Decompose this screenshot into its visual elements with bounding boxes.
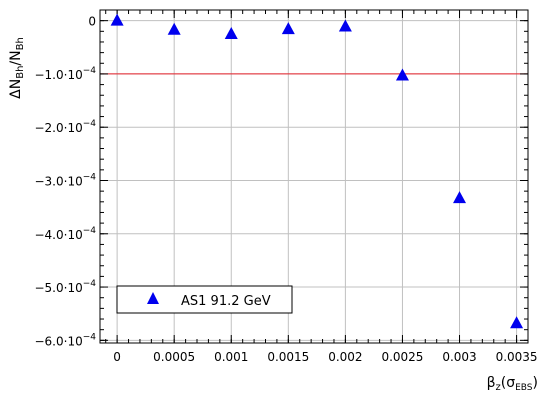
plot-frame xyxy=(99,9,529,344)
x-tick-label: 0.003 xyxy=(442,350,476,364)
x-tick-label: 0.0005 xyxy=(153,350,195,364)
data-point-triangle xyxy=(453,191,467,204)
y-tick-label: 0 xyxy=(88,15,96,29)
legend-marker-triangle-icon xyxy=(147,292,159,304)
y-tick-label: −3.0·10−4 xyxy=(34,172,96,188)
x-tick-label: 0 xyxy=(113,350,121,364)
data-point-triangle xyxy=(224,26,238,39)
data-point-triangle xyxy=(338,19,352,32)
y-tick-label: −5.0·10−4 xyxy=(34,279,96,295)
y-tick-label: −2.0·10−4 xyxy=(34,119,96,135)
data-points xyxy=(110,13,524,329)
legend-box xyxy=(116,285,293,314)
data-point-triangle xyxy=(167,22,181,35)
x-tick-label: 0.0015 xyxy=(267,350,309,364)
data-point-triangle xyxy=(281,22,295,35)
y-tick-label: −6.0·10−4 xyxy=(34,332,96,348)
x-tick-label: 0.0025 xyxy=(381,350,423,364)
data-point-triangle xyxy=(510,316,524,329)
data-point-triangle xyxy=(395,68,409,81)
x-tick-label: 0.002 xyxy=(328,350,362,364)
x-tick-label: 0.0035 xyxy=(496,350,538,364)
plot-border xyxy=(99,9,529,344)
grid xyxy=(100,10,528,343)
y-tick-label: −4.0·10−4 xyxy=(34,226,96,242)
legend: AS1 91.2 GeV xyxy=(116,285,293,314)
x-axis-label: βz(σEBS) xyxy=(487,375,538,393)
x-tick-label: 0.001 xyxy=(214,350,248,364)
data-point-triangle xyxy=(110,13,124,26)
x-ticks: 0 0.0005 0.001 0.0015 0.002 0.0025 0.003 0.0035 xyxy=(105,10,538,364)
y-axis-label: ΔNBh/NBh xyxy=(8,37,26,99)
y-ticks: 0 −1.0·10−4 −2.0·10−4 −3.0·10−4 −4.0·10−4 −5.… xyxy=(34,9,528,348)
legend-label: AS1 91.2 GeV xyxy=(181,294,271,309)
y-tick-label: −1.0·10−4 xyxy=(34,66,96,82)
